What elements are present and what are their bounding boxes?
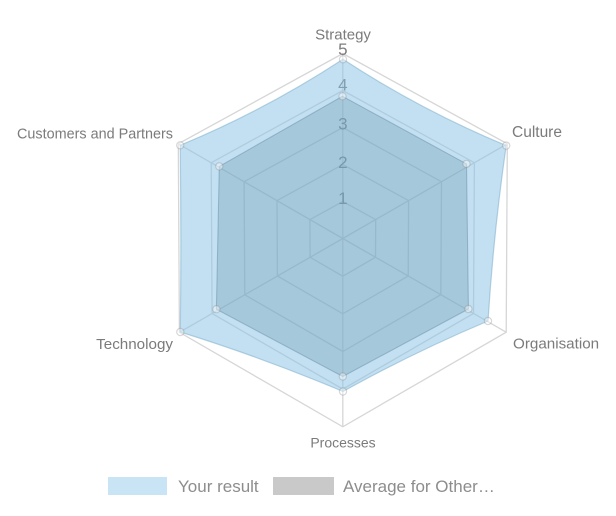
svg-text:Strategy: Strategy [315, 27, 371, 44]
svg-text:Processes: Processes [310, 435, 375, 451]
svg-text:Technology: Technology [96, 336, 173, 353]
svg-text:1: 1 [338, 189, 347, 208]
svg-text:5: 5 [338, 40, 347, 59]
svg-text:Organisation: Organisation [513, 336, 599, 353]
svg-text:4: 4 [338, 76, 347, 95]
svg-text:2: 2 [338, 153, 347, 172]
svg-text:3: 3 [338, 115, 347, 134]
svg-text:Customers and Partners: Customers and Partners [17, 127, 173, 143]
svg-text:Your result: Your result [178, 477, 259, 496]
svg-text:Culture: Culture [512, 124, 562, 141]
svg-text:Average for Other…: Average for Other… [343, 477, 495, 496]
